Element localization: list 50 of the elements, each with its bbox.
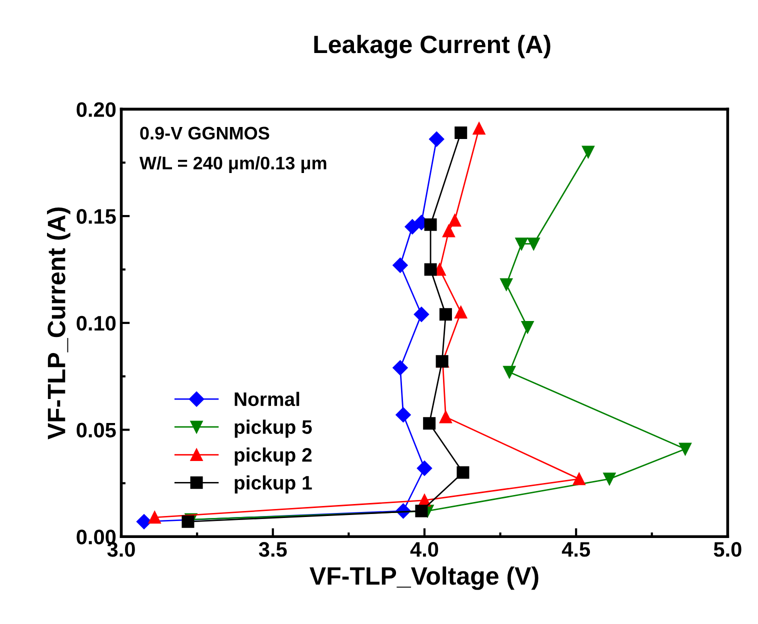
point bbox=[429, 132, 444, 147]
point bbox=[454, 126, 468, 139]
x-tick-label: 3.0 bbox=[107, 542, 135, 557]
point bbox=[603, 472, 616, 486]
y-tick-label: 0.05 bbox=[76, 422, 116, 438]
point bbox=[439, 410, 452, 424]
point bbox=[521, 320, 534, 334]
point bbox=[416, 460, 432, 476]
point bbox=[515, 238, 528, 250]
point bbox=[424, 263, 437, 276]
point bbox=[424, 218, 437, 231]
point bbox=[148, 511, 161, 524]
point bbox=[404, 219, 420, 234]
point bbox=[500, 278, 513, 291]
point bbox=[456, 466, 470, 479]
point bbox=[442, 224, 455, 238]
point bbox=[582, 146, 594, 158]
x-tick-label: 4.0 bbox=[410, 542, 438, 557]
point bbox=[415, 504, 428, 518]
x-tick-label: 4.5 bbox=[562, 542, 590, 557]
point bbox=[392, 258, 408, 273]
legend-label: pickup 1 bbox=[234, 475, 312, 494]
point bbox=[472, 122, 486, 135]
point bbox=[182, 515, 194, 528]
annotation: W/L = 240 μm/0.13 μm bbox=[139, 156, 326, 173]
point bbox=[392, 360, 408, 376]
point bbox=[572, 472, 586, 486]
y-axis-title: VF-TLP_Current (A) bbox=[47, 207, 70, 440]
chart-title: Leakage Current (A) bbox=[314, 34, 550, 58]
x-tick-label: 3.5 bbox=[258, 542, 287, 557]
y-tick-label: 0.00 bbox=[76, 530, 116, 544]
x-tick-label: 5.0 bbox=[714, 542, 742, 557]
annotation: 0.9-V GGNMOS bbox=[140, 126, 270, 140]
point bbox=[396, 407, 411, 422]
point bbox=[414, 306, 430, 322]
y-tick-label: 0.15 bbox=[76, 209, 116, 224]
point bbox=[503, 366, 516, 378]
legend-label: Normal bbox=[234, 392, 300, 406]
y-tick-label: 0.10 bbox=[76, 316, 116, 331]
y-tick-label: 0.20 bbox=[76, 102, 116, 117]
point bbox=[423, 417, 436, 430]
point bbox=[454, 306, 468, 318]
point bbox=[448, 214, 462, 227]
x-axis-title: VF-TLP_Voltage (V) bbox=[310, 566, 538, 590]
point bbox=[678, 442, 692, 456]
point bbox=[136, 514, 152, 530]
legend-label: pickup 5 bbox=[234, 420, 312, 438]
legend-label: pickup 2 bbox=[234, 448, 312, 466]
point bbox=[439, 308, 452, 321]
point bbox=[527, 238, 540, 250]
